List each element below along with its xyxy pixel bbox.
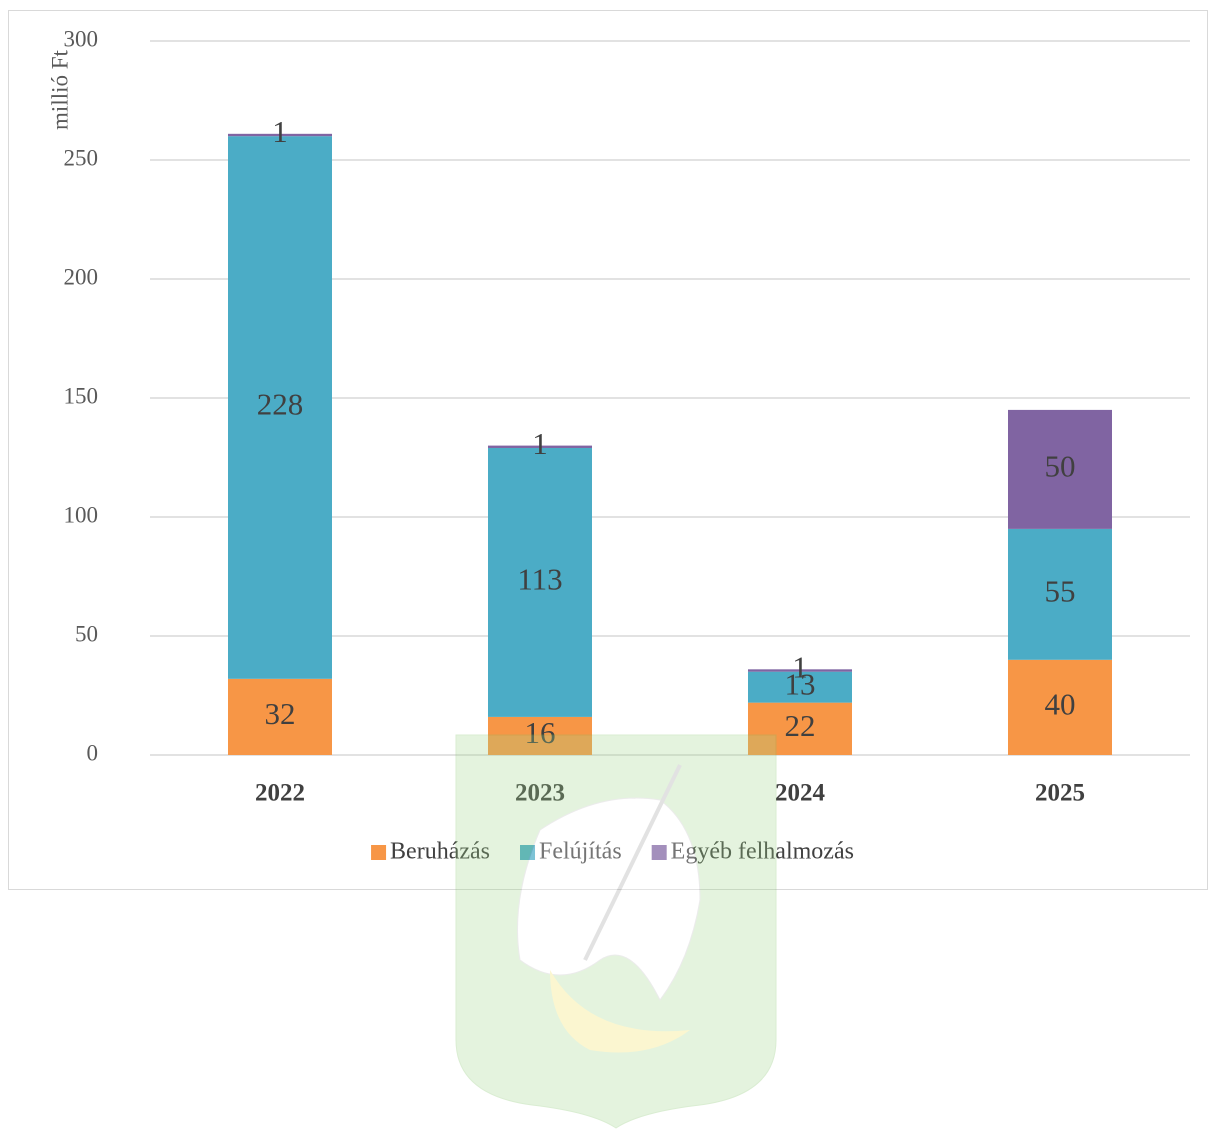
legend-swatch [371, 845, 387, 860]
bar-segment [228, 136, 332, 679]
bar-segment [488, 445, 592, 448]
legend-label: Beruházás [390, 839, 490, 865]
x-tick-label: 2022 [255, 780, 305, 807]
bar-segment [748, 669, 852, 672]
bar-segment [1008, 409, 1112, 529]
y-tick-label: 0 [87, 740, 99, 765]
data-label: 16 [525, 715, 556, 750]
legend-swatch [651, 845, 667, 860]
data-label: 32 [265, 696, 296, 731]
bar-segment [1008, 659, 1112, 755]
y-axis-title: millió Ft [47, 49, 72, 129]
y-tick-label: 150 [64, 383, 99, 408]
y-tick-label: 50 [75, 621, 98, 646]
legend-label: Egyéb felhalmozás [671, 839, 854, 865]
legend-label: Felújítás [539, 839, 622, 865]
data-label: 1 [532, 426, 548, 461]
y-tick-label: 250 [64, 145, 99, 170]
y-tick-label: 300 [64, 26, 99, 51]
x-tick-label: 2023 [515, 780, 565, 807]
x-tick-label: 2024 [775, 780, 826, 807]
bar-segment [1008, 528, 1112, 660]
chart-frame [8, 10, 1208, 890]
shield [455, 734, 777, 1129]
bar-segment [748, 671, 852, 703]
data-label: 113 [517, 562, 562, 597]
plot: 0501001502002503002022322281202316113120… [64, 26, 1190, 865]
data-label: 13 [785, 666, 816, 701]
data-label: 50 [1045, 449, 1076, 484]
bar-segment [228, 678, 332, 755]
bar-segment [488, 447, 592, 717]
rider [517, 797, 701, 1001]
bar-segment [488, 716, 592, 755]
data-label: 1 [792, 650, 808, 685]
data-label: 40 [1045, 687, 1076, 722]
x-tick-label: 2025 [1035, 780, 1085, 807]
legend-swatch [520, 845, 536, 860]
y-tick-label: 100 [64, 502, 99, 527]
spear [583, 764, 682, 961]
y-tick-label: 200 [64, 264, 99, 289]
dragon [550, 970, 690, 1053]
data-label: 22 [785, 708, 816, 743]
data-label: 1 [272, 114, 288, 149]
data-label: 55 [1045, 573, 1076, 608]
bar-segment [228, 133, 332, 137]
bar-segment [748, 702, 852, 755]
watermark [455, 734, 777, 1129]
data-label: 228 [257, 387, 304, 422]
